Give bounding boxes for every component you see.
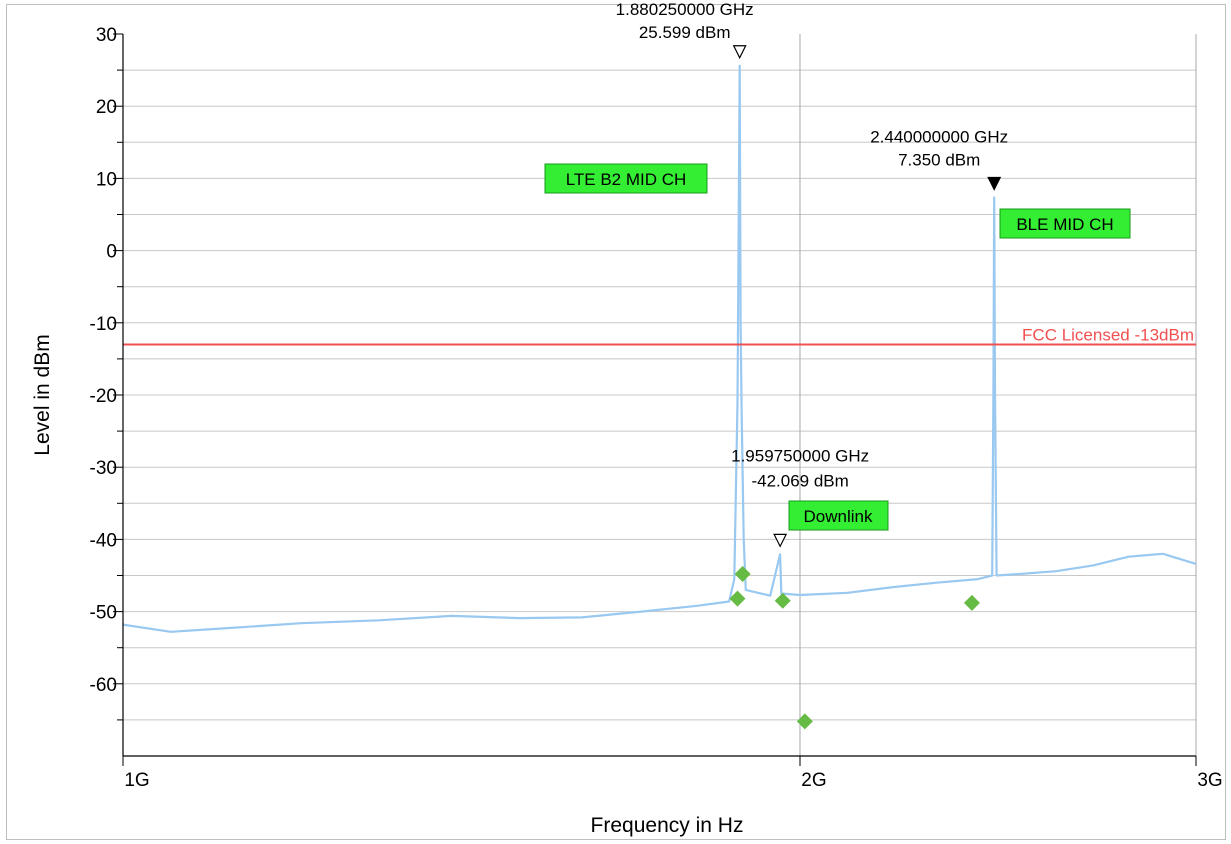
limit-diamond (729, 590, 746, 607)
y-tick-label: 20 (96, 97, 117, 118)
limit-diamond (796, 713, 813, 730)
y-tick-label: -20 (90, 386, 117, 407)
chart-frame (6, 4, 1226, 840)
limit-layer: FCC Licensed -13dBm (123, 325, 1196, 346)
x-tick-label: 1G (124, 770, 149, 791)
y-tick-label: -30 (90, 458, 117, 479)
marker-freq-label: 1.880250000 GHz (616, 0, 754, 19)
limit-diamond (774, 592, 791, 609)
y-tick-label: -50 (90, 603, 117, 624)
limit-diamond (963, 594, 980, 611)
y-tick-label: 0 (106, 242, 117, 263)
grid (122, 34, 1197, 756)
x-tick-label: 2G (801, 770, 826, 791)
axes: 30 20 10 0 -10 -20 -30 -40 -50 -60 1G 2G 3G (90, 25, 1223, 791)
marker-level-label: 25.599 dBm (639, 23, 731, 42)
marker-triangle (732, 45, 747, 60)
badge-lte-b2-mid-ch: LTE B2 MID CH (544, 163, 708, 194)
marker-triangle (773, 533, 788, 548)
badge-ble-mid-ch-label: BLE MID CH (1016, 215, 1113, 234)
trace-layer (122, 64, 1197, 633)
marker-level-label: -42.069 dBm (751, 471, 848, 490)
badge-layer: LTE B2 MID CH BLE MID CH Downlink (544, 163, 1131, 531)
badge-lte-b2-mid-ch-label: LTE B2 MID CH (566, 170, 687, 189)
badge-downlink-label: Downlink (804, 507, 873, 526)
y-tick-label: -60 (90, 675, 117, 696)
y-axis-title: Level in dBm (31, 334, 54, 455)
x-axis-title: Frequency in Hz (591, 814, 744, 837)
badge-ble-mid-ch: BLE MID CH (999, 208, 1131, 239)
limit-line-label: FCC Licensed -13dBm (1022, 325, 1194, 344)
x-tick-label: 3G (1197, 770, 1222, 791)
marker-freq-label: 1.959750000 GHz (731, 446, 869, 465)
y-tick-label: 10 (96, 169, 117, 190)
badge-downlink: Downlink (788, 500, 889, 531)
marker-freq-label: 2.440000000 GHz (870, 128, 1008, 147)
marker-layer: 1.880250000 GHz 25.599 dBm 2.440000000 GHz… (616, 0, 1008, 730)
trace-line (122, 64, 1197, 633)
y-tick-label: 30 (96, 25, 117, 46)
y-tick-label: -10 (90, 314, 117, 335)
y-tick-label: -40 (90, 530, 117, 551)
limit-diamond (734, 566, 751, 583)
marker-level-label: 7.350 dBm (898, 151, 980, 170)
marker-triangle (987, 176, 1002, 191)
